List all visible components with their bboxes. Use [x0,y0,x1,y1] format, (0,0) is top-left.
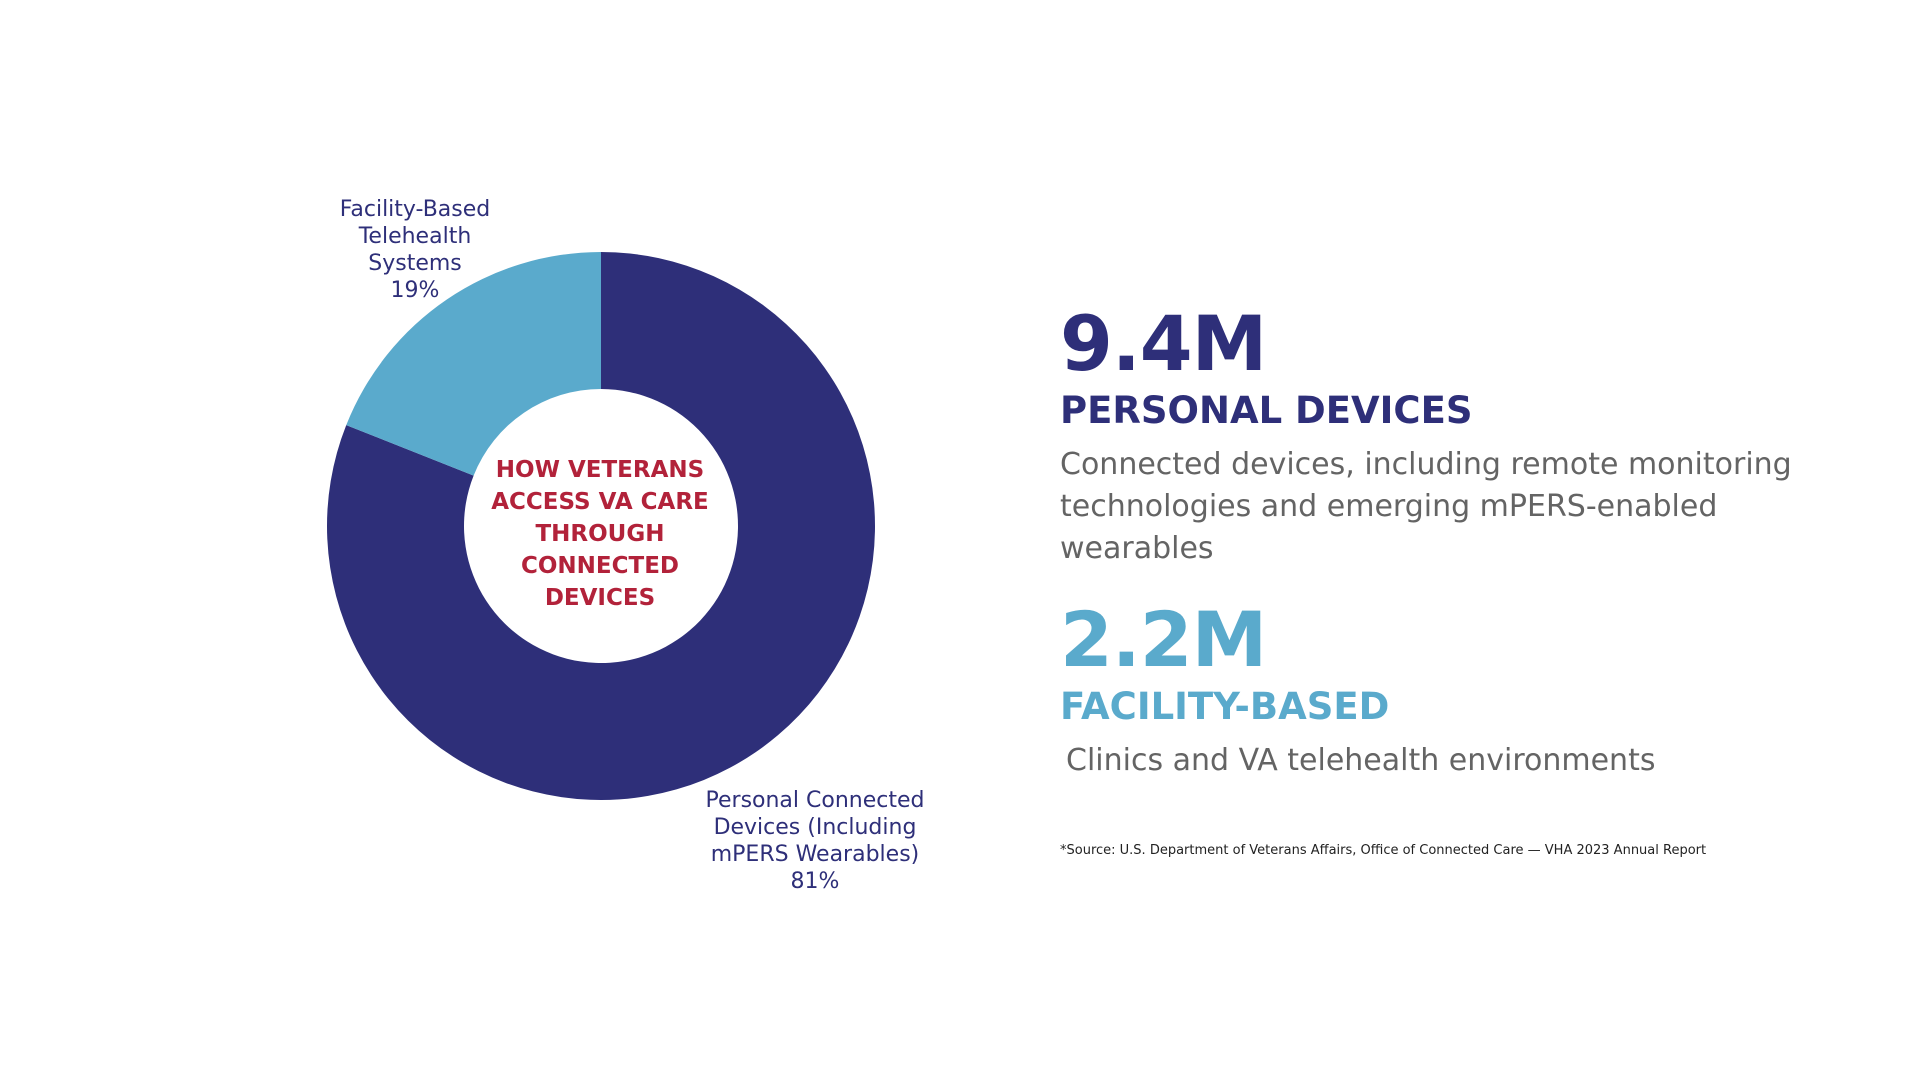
donut-slice-facility [346,252,601,476]
center-title-line-3: THROUGH [535,521,665,547]
slice-label-facility-line-2: Telehealth [358,224,472,249]
center-title-line-2: ACCESS VA CARE [491,489,709,515]
slice-label-facility-line-1: Facility-Based [339,197,491,222]
stat-facility-heading: FACILITY-BASED [1060,685,1390,728]
center-title-line-5: DEVICES [544,585,656,611]
slice-label-facility-line-3: Systems [368,251,462,276]
stat-personal-heading: PERSONAL DEVICES [1060,389,1473,432]
slice-label-personal: Personal Connected Devices (Including mP… [690,787,940,895]
stat-personal-description: Connected devices, including remote moni… [1060,447,1792,566]
stat-personal-devices: 9.4M PERSONAL DEVICES Connected devices,… [1060,300,1880,570]
slice-label-facility: Facility-Based Telehealth Systems 19% [310,196,520,304]
slice-label-personal-line-2: Devices (Including [713,815,917,840]
stat-facility-value: 2.2M [1060,595,1267,684]
chart-center-title: HOW VETERANS ACCESS VA CARE THROUGH CONN… [470,454,730,614]
donut-slice-personal [327,252,876,801]
slice-value-facility: 19% [390,278,440,303]
slice-label-personal-line-1: Personal Connected [705,788,925,813]
center-title-line-4: CONNECTED [520,553,679,579]
stat-facility-description: Clinics and VA telehealth environments [1066,743,1656,778]
slice-label-personal-line-3: mPERS Wearables) [710,842,920,867]
stat-personal-value: 9.4M [1060,299,1267,388]
center-title-line-1: HOW VETERANS [495,457,705,483]
slice-value-personal: 81% [790,869,840,894]
source-note: *Source: U.S. Department of Veterans Aff… [1060,843,1707,858]
stat-facility-based: 2.2M FACILITY-BASED Clinics and VA teleh… [1060,596,1880,782]
